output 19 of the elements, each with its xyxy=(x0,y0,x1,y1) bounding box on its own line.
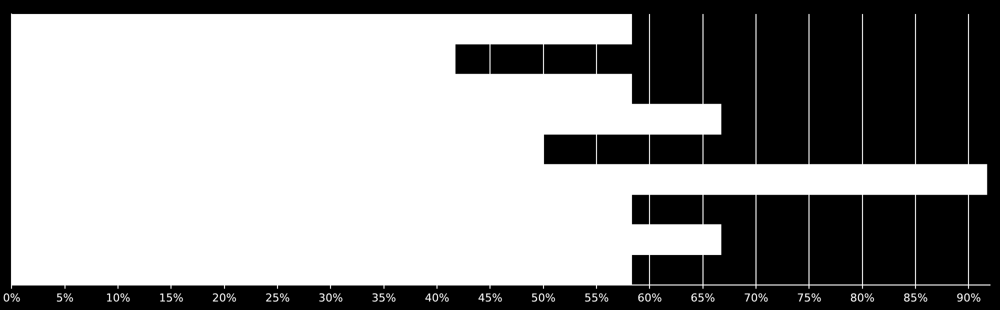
x-tick-label: 35% xyxy=(372,291,396,304)
x-tick-label: 40% xyxy=(424,291,450,304)
x-tick-label: 10% xyxy=(106,291,130,304)
x-tick-label: 60% xyxy=(638,291,662,304)
x-tick-label: 5% xyxy=(56,291,74,304)
x-tick-label: 25% xyxy=(265,291,290,304)
x-tick-label: 15% xyxy=(159,291,184,304)
x-tick-label: 55% xyxy=(584,291,609,304)
x-tick-label: 65% xyxy=(690,291,716,304)
x-tick-label: 0% xyxy=(3,291,20,304)
x-tick-label: 20% xyxy=(212,291,237,304)
x-tick-label: 90% xyxy=(956,291,981,304)
x-tick-label: 70% xyxy=(744,291,768,304)
x-tick-label: 45% xyxy=(478,291,502,304)
x-tick-label: 30% xyxy=(318,291,343,304)
x-tick-label: 80% xyxy=(850,291,875,304)
x-tick-label: 85% xyxy=(903,291,928,304)
x-tick-label: 50% xyxy=(531,291,556,304)
x-tick-label: 75% xyxy=(797,291,822,304)
